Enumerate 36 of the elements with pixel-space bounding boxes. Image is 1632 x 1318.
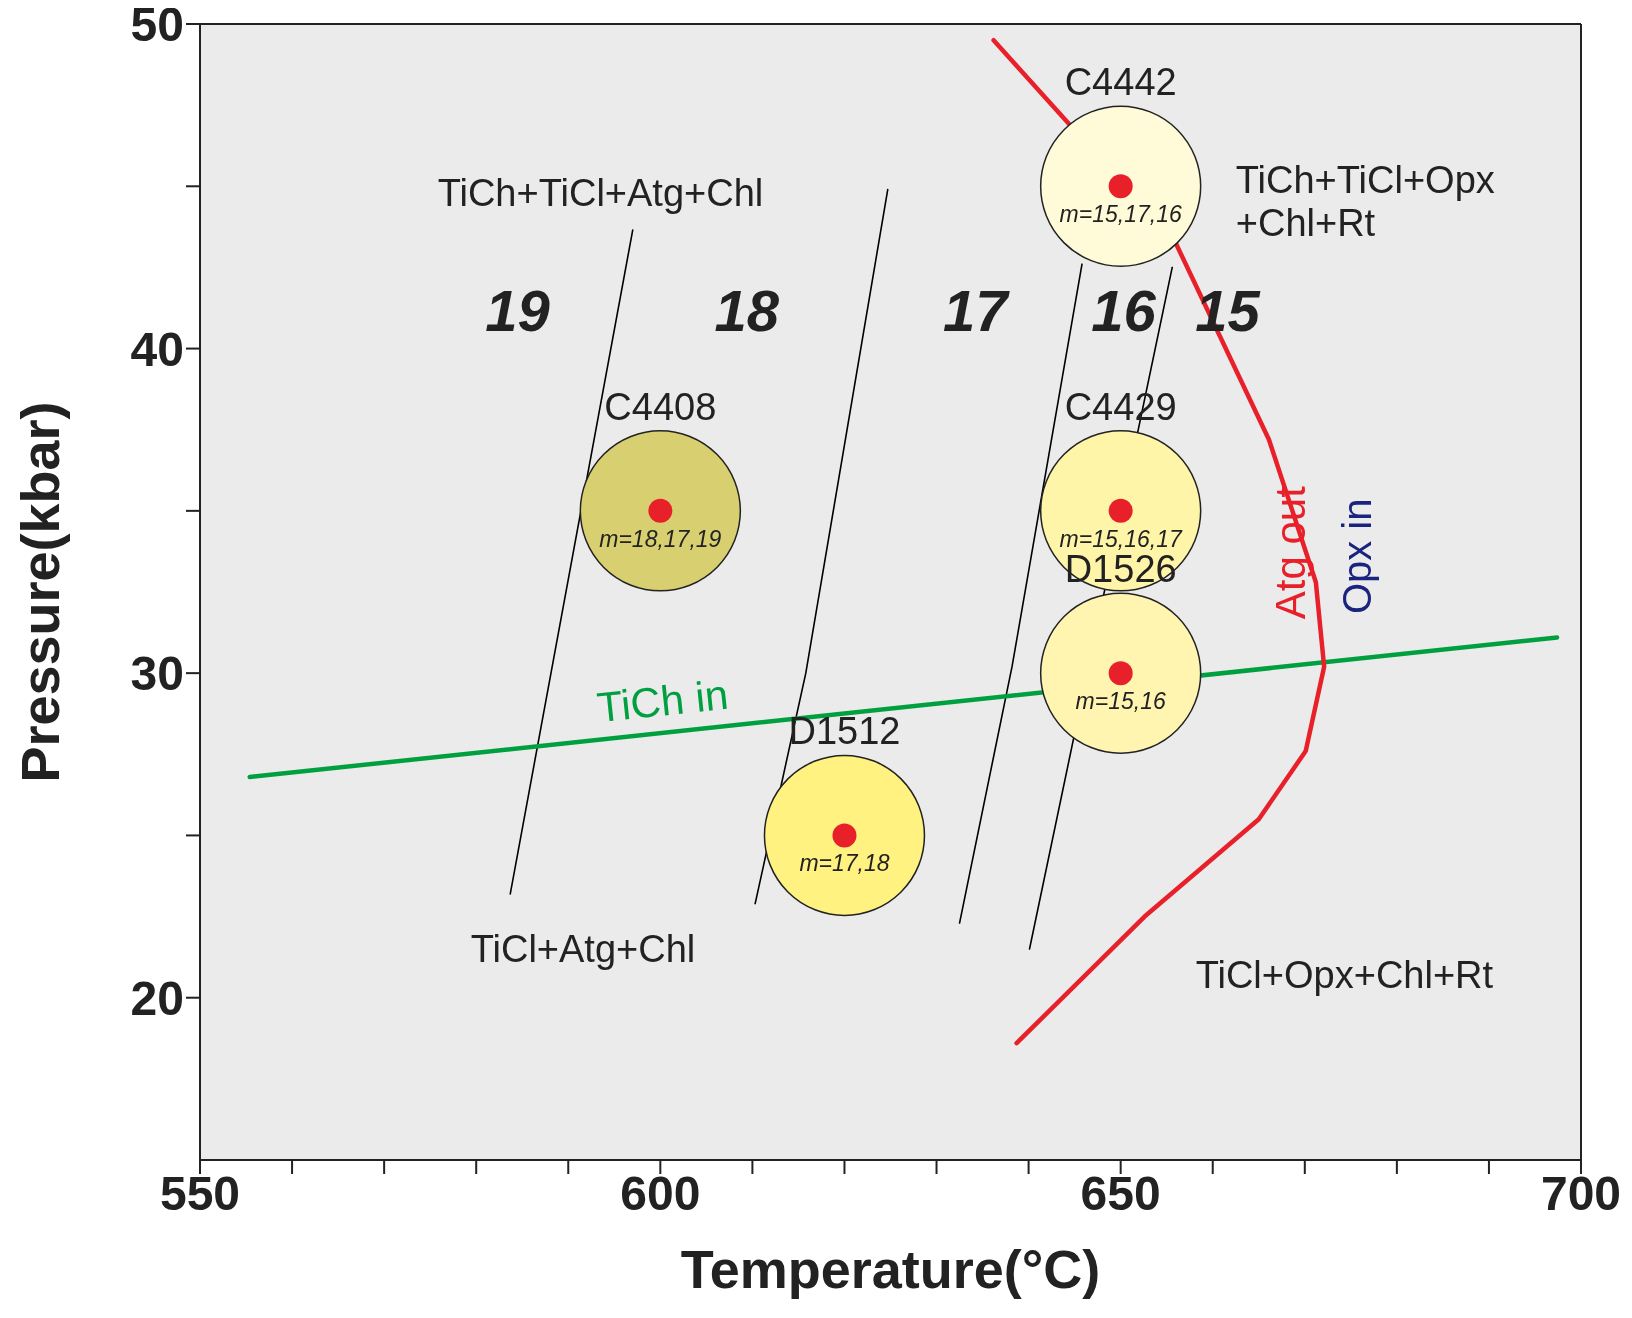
annotation: m=18,17,19 — [599, 525, 722, 552]
annotation: 18 — [714, 277, 780, 343]
point — [763, 754, 926, 917]
annotation: m=15,16 — [1075, 688, 1166, 715]
x-axis-title: Temperature(°C) — [680, 1239, 1101, 1299]
x-tick-label: 650 — [1080, 1167, 1161, 1221]
data-label: C4442 — [1064, 61, 1177, 104]
y-tick-label: 20 — [130, 971, 184, 1025]
data-label: C4408 — [604, 385, 717, 428]
y-tick-label: 50 — [130, 0, 184, 52]
annotation: TiCh+TiCl+Opx +Chl+Rt — [1235, 158, 1495, 245]
point — [1108, 661, 1133, 686]
point — [579, 430, 742, 592]
point — [648, 498, 673, 523]
x-tick-label: 700 — [1540, 1167, 1622, 1221]
x-tick-label: 550 — [159, 1167, 241, 1221]
point — [1108, 174, 1133, 199]
annotation: 17 — [942, 277, 1011, 343]
y-axis-title: Pressure(kbar) — [10, 401, 71, 783]
annotation: 19 — [485, 277, 550, 343]
point — [1039, 105, 1202, 268]
y-tick-label: 30 — [130, 647, 184, 701]
annotation: TiCl+Opx+Chl+Rt — [1195, 953, 1494, 996]
y-tick-label: 40 — [130, 322, 184, 376]
point — [832, 823, 857, 848]
annotation: m=15,17,16 — [1059, 201, 1182, 228]
annotation: m=15,16,17 — [1059, 525, 1183, 552]
point — [1108, 498, 1133, 523]
point — [1039, 592, 1202, 754]
annotation: TiCh+TiCl+Atg+Chl — [437, 171, 764, 214]
annotation: 16 — [1091, 277, 1157, 343]
text: TiCh in — [594, 670, 731, 732]
annotation: m=17,18 — [799, 850, 890, 877]
annotation: TiCl+Atg+Chl — [470, 928, 696, 971]
x-tick-label: 600 — [620, 1167, 701, 1221]
annotation: Opx in — [1335, 498, 1380, 615]
